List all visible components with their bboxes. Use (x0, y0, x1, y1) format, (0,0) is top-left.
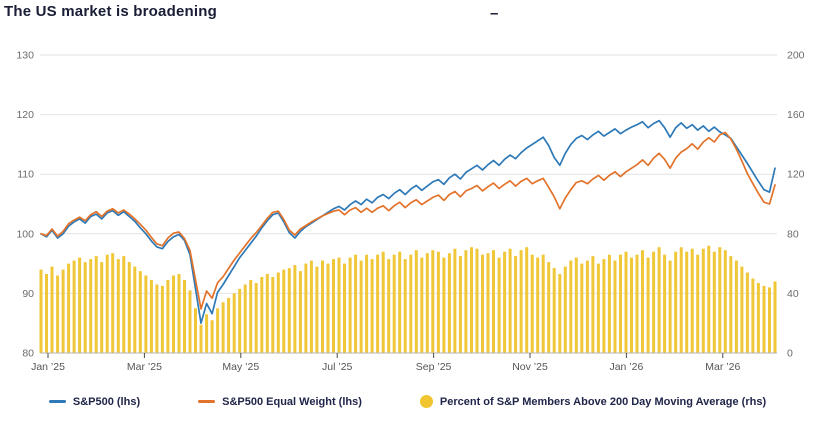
chart: 80 0 90 40 100 80 110 120 120 160 130 200 Jan ’25 Mar… (16, 50, 805, 374)
left-axis-label: 80 (22, 348, 34, 360)
x-axis-label: Nov ’25 (512, 361, 548, 373)
x-axis-label: Mar ’26 (705, 361, 740, 373)
percent-dot-swatch (419, 395, 433, 408)
equal-weight-line-swatch (198, 400, 216, 403)
x-axis-label: Jan ’25 (31, 361, 65, 373)
right-axis-label: 40 (787, 288, 799, 300)
legend-item-percent-above-200dma: Percent of S&P Members Above 200 Day Mov… (419, 395, 767, 408)
x-axis-label: Jul ’25 (322, 361, 353, 373)
sp500-line-swatch (48, 400, 66, 403)
x-axis-label: Mar ’25 (127, 361, 162, 373)
right-axis-label: 80 (787, 228, 799, 240)
line-series-1 (40, 131, 776, 310)
legend: S&P500 (lhs) S&P500 Equal Weight (lhs) P… (0, 395, 815, 408)
left-axis-label: 120 (16, 109, 34, 121)
legend-label-equal-weight: S&P500 Equal Weight (lhs) (222, 395, 362, 408)
chart-svg: 80 0 90 40 100 80 110 120 120 160 130 200 Jan ’25 Mar… (16, 50, 805, 374)
left-axis-label: 110 (17, 169, 34, 181)
right-axis-label: 160 (787, 109, 805, 121)
gridlines (40, 54, 777, 294)
page-title: The US market is broadening (4, 3, 217, 20)
legend-item-sp500: S&P500 (lhs) (48, 395, 141, 408)
legend-item-equal-weight: S&P500 Equal Weight (lhs) (198, 396, 362, 408)
x-axis-label: May ’25 (222, 361, 259, 373)
dash-icon: – (490, 5, 499, 22)
left-axis-label: 130 (16, 50, 34, 62)
right-axis-label: 0 (787, 348, 793, 360)
left-axis-label: 100 (16, 228, 34, 240)
legend-label-sp500: S&P500 (lhs) (72, 395, 141, 408)
right-axis-label: 200 (787, 50, 805, 62)
legend-label-percent-above-200dma: Percent of S&P Members Above 200 Day Mov… (439, 395, 767, 408)
right-axis-label: 120 (787, 169, 805, 181)
bar-series (39, 245, 777, 353)
left-axis-label: 90 (22, 288, 34, 300)
line-series-0 (40, 119, 776, 325)
x-axis-label: Sep ’25 (416, 361, 452, 373)
x-axis-label: Jan ’26 (609, 361, 643, 373)
